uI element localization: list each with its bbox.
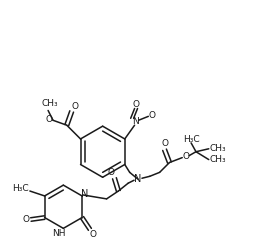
Text: CH₃: CH₃	[42, 99, 58, 108]
Text: O: O	[132, 100, 139, 109]
Text: H₃C: H₃C	[12, 184, 28, 193]
Text: O: O	[23, 215, 29, 224]
Text: O: O	[46, 115, 53, 124]
Text: O: O	[161, 139, 168, 148]
Text: O: O	[149, 111, 156, 120]
Text: CH₃: CH₃	[209, 144, 226, 153]
Text: N: N	[132, 117, 139, 126]
Text: H₃C: H₃C	[183, 135, 199, 144]
Text: O: O	[107, 168, 114, 177]
Text: CH₃: CH₃	[209, 155, 226, 164]
Text: N: N	[81, 189, 89, 199]
Text: NH: NH	[52, 229, 65, 238]
Text: N: N	[134, 174, 142, 184]
Text: O: O	[71, 102, 78, 111]
Text: O: O	[89, 230, 96, 239]
Text: O: O	[183, 152, 190, 161]
